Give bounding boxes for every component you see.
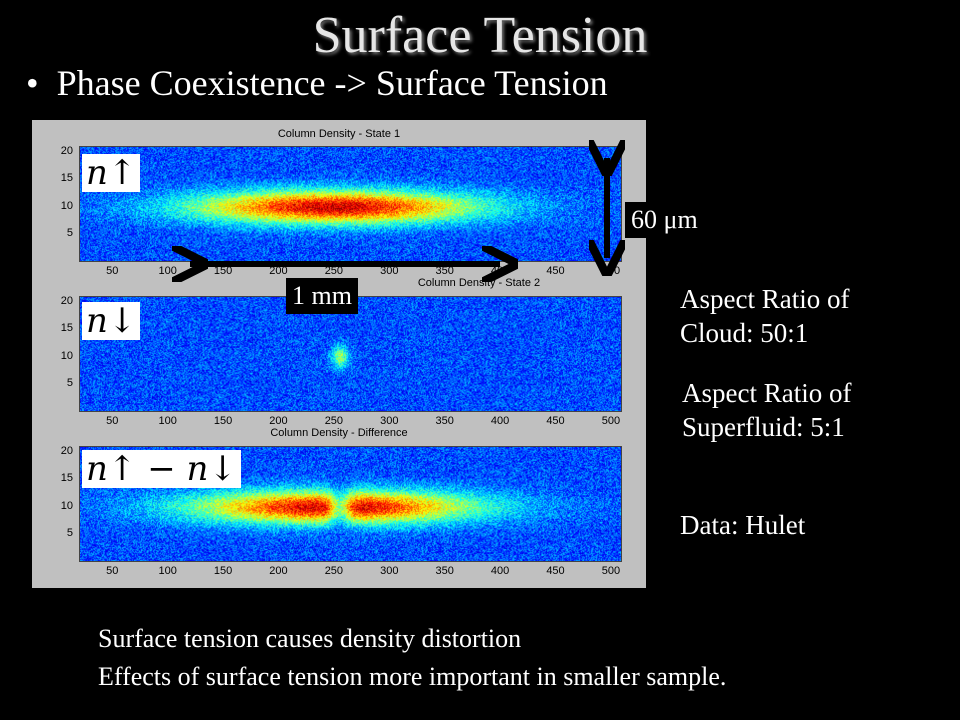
caption-line-2: Effects of surface tension more importan… bbox=[98, 662, 727, 691]
bullet-text: Phase Coexistence -> Surface Tension bbox=[56, 63, 608, 103]
x-tick-label: 100 bbox=[158, 415, 177, 427]
aspect-superfluid: Aspect Ratio of Superfluid: 5:1 bbox=[682, 376, 851, 444]
x-tick-label: 250 bbox=[324, 265, 344, 277]
x-tick-label: 300 bbox=[380, 265, 399, 277]
x-tick-label: 400 bbox=[490, 565, 510, 577]
x-tick-label: 300 bbox=[380, 415, 399, 427]
panel-1-heatmap bbox=[79, 146, 622, 262]
x-tick-label: 400 bbox=[490, 415, 510, 427]
panel-3-title: Column Density - Difference bbox=[270, 427, 408, 439]
x-tick-label: 200 bbox=[269, 265, 288, 277]
x-tick-label: 400 bbox=[490, 265, 510, 277]
y-tick-label: 10 bbox=[60, 199, 73, 212]
x-tick-label: 350 bbox=[435, 265, 454, 277]
x-tick-label: 50 bbox=[106, 415, 119, 427]
panel-1-symbol: n↑ bbox=[82, 154, 141, 192]
y-tick-label: 20 bbox=[60, 144, 73, 157]
x-tick-label: 200 bbox=[269, 415, 288, 427]
panel-2-symbol: n↓ bbox=[82, 302, 141, 340]
aspect-cloud: Aspect Ratio of Cloud: 50:1 bbox=[680, 282, 849, 350]
x-tick-label: 100 bbox=[158, 565, 177, 577]
y-tick-label: 15 bbox=[60, 322, 73, 335]
panel-3-symbol: n↑ − n↓ bbox=[82, 450, 241, 488]
x-tick-label: 350 bbox=[435, 565, 454, 577]
aspect-cloud-line2: Cloud: 50:1 bbox=[680, 318, 809, 348]
x-tick-label: 50 bbox=[106, 265, 119, 277]
data-credit: Data: Hulet bbox=[680, 510, 806, 540]
aspect-cloud-line1: Aspect Ratio of bbox=[680, 284, 850, 314]
aspect-superfluid-line2: Superfluid: 5:1 bbox=[682, 412, 845, 442]
x-tick-label: 350 bbox=[435, 415, 454, 427]
x-tick-label: 500 bbox=[601, 565, 621, 577]
x-tick-label: 500 bbox=[601, 265, 621, 277]
y-tick-label: 10 bbox=[60, 499, 73, 512]
x-tick-label: 250 bbox=[324, 565, 344, 577]
x-tick-label: 150 bbox=[213, 265, 233, 277]
aspect-superfluid-line1: Aspect Ratio of bbox=[682, 378, 852, 408]
x-tick-label: 100 bbox=[158, 265, 177, 277]
x-tick-label: 150 bbox=[213, 565, 233, 577]
x-tick-label: 300 bbox=[380, 565, 399, 577]
x-tick-label: 50 bbox=[106, 565, 119, 577]
y-tick-label: 5 bbox=[66, 377, 73, 390]
x-tick-label: 200 bbox=[269, 565, 288, 577]
density-figure: Column Density - State 1 n↑ Column Densi… bbox=[32, 120, 646, 588]
x-tick-label: 450 bbox=[546, 415, 565, 427]
x-tick-label: 450 bbox=[546, 565, 565, 577]
y-tick-label: 5 bbox=[66, 227, 73, 240]
x-tick-label: 250 bbox=[324, 415, 344, 427]
panel-1-title: Column Density - State 1 bbox=[277, 128, 401, 140]
x-tick-label: 150 bbox=[213, 415, 233, 427]
y-tick-label: 10 bbox=[60, 349, 73, 362]
y-tick-label: 5 bbox=[66, 527, 73, 540]
x-tick-label: 450 bbox=[546, 265, 565, 277]
panel-2-heatmap bbox=[79, 296, 622, 412]
slide-title: Surface Tension bbox=[312, 7, 648, 64]
caption-line-1: Surface tension causes density distortio… bbox=[98, 624, 522, 653]
y-tick-label: 20 bbox=[60, 444, 73, 457]
width-scale-label: 1 mm bbox=[286, 278, 358, 314]
bullet-point: • Phase Coexistence -> Surface Tension bbox=[26, 62, 608, 104]
y-tick-label: 20 bbox=[60, 294, 73, 307]
bullet-marker: • bbox=[26, 63, 39, 103]
height-scale-label: 60 μm bbox=[625, 202, 704, 238]
y-tick-label: 15 bbox=[60, 472, 73, 485]
y-tick-label: 15 bbox=[60, 172, 73, 185]
x-tick-label: 500 bbox=[601, 415, 621, 427]
